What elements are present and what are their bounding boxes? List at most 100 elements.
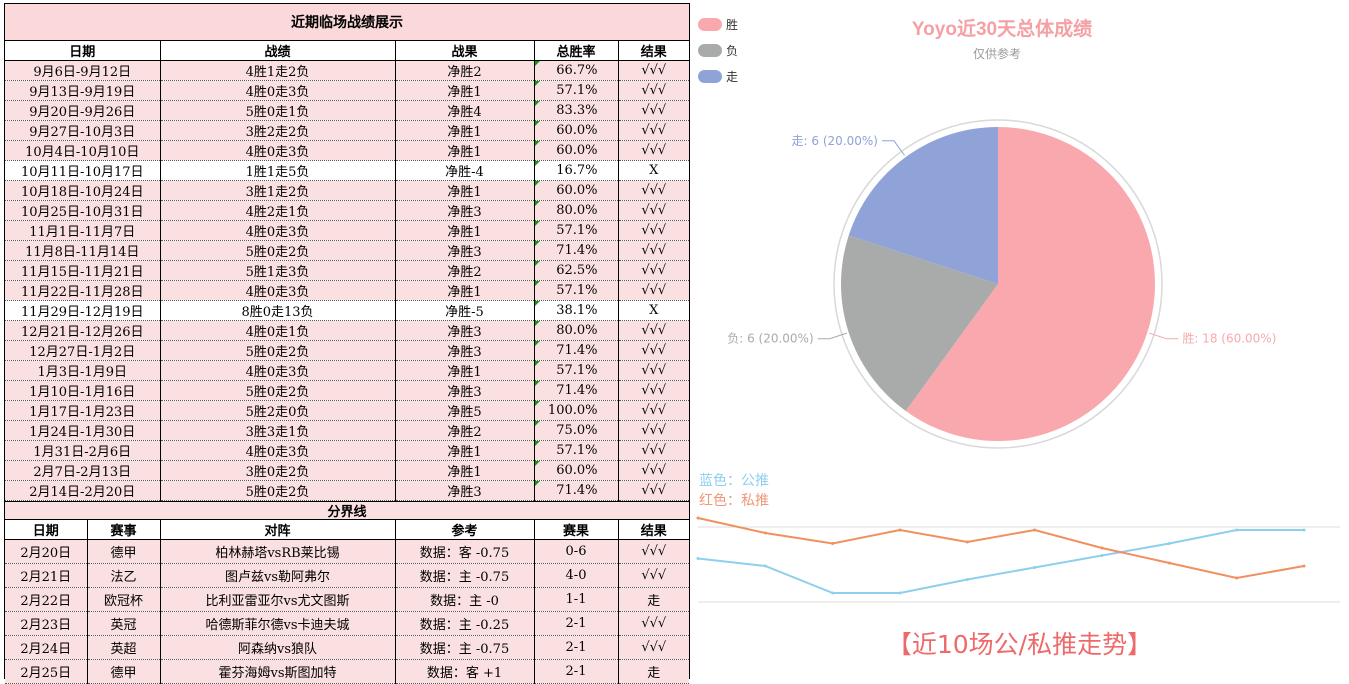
- history-row: 1月17日-1月23日 5胜2走0负 净胜5 100.0% √√√: [5, 400, 689, 421]
- header-date: 日期: [5, 41, 161, 61]
- pie-slice-2[interactable]: [841, 235, 998, 412]
- header-rate: 总胜率: [534, 41, 619, 61]
- history-row: 10月11日-10月17日 1胜1走5负 净胜-4 16.7% X: [5, 160, 689, 181]
- trend-point: [898, 591, 902, 595]
- match-cell-teams: 比利亚雷亚尔vs尤文图斯: [160, 587, 396, 612]
- history-cell-result: √√√: [618, 280, 689, 301]
- header-record: 战绩: [160, 41, 396, 61]
- pie-data-label: 胜: 18 (60.00%): [1182, 331, 1276, 346]
- match-row: 2月24日 英超 阿森纳vs狼队 数据：主 -0.75 2-1 √√√: [5, 635, 689, 660]
- history-cell-net: 净胜3: [395, 240, 535, 261]
- history-cell-date: 9月27日-10月3日: [5, 120, 161, 141]
- history-cell-rate: 75.0%: [534, 420, 619, 441]
- history-cell-result: √√√: [618, 100, 689, 121]
- rate-value: 80.0%: [556, 323, 598, 338]
- trend-point: [1033, 566, 1037, 569]
- rate-value: 62.5%: [556, 263, 598, 278]
- trend-point: [1167, 561, 1171, 565]
- legend-swatch[interactable]: [698, 44, 722, 57]
- pie-slice-1[interactable]: [905, 127, 1155, 442]
- pie-outer-ring: [833, 119, 1163, 449]
- match-cell-result: √√√: [618, 635, 689, 660]
- history-cell-record: 3胜3走1负: [160, 420, 396, 441]
- match-cell-teams: 哈德斯菲尔德vs卡迪夫城: [160, 611, 396, 636]
- history-cell-net: 净胜1: [395, 360, 535, 381]
- pie-leader-line: [1149, 332, 1179, 340]
- history-cell-date: 11月15日-11月21日: [5, 260, 161, 281]
- history-cell-date: 10月11日-10月17日: [5, 160, 161, 181]
- match-cell-league: 英冠: [87, 611, 161, 636]
- trend-point: [1302, 564, 1306, 568]
- cell-note-marker: [534, 461, 540, 466]
- history-cell-record: 4胜0走3负: [160, 220, 396, 241]
- history-cell-date: 12月27日-1月2日: [5, 340, 161, 361]
- trend-point: [1167, 542, 1171, 545]
- trend-point: [1100, 546, 1104, 550]
- history-cell-net: 净胜4: [395, 100, 535, 121]
- history-cell-rate: 60.0%: [534, 120, 619, 141]
- pie-slice-3[interactable]: [848, 127, 998, 284]
- trend-point: [696, 516, 700, 520]
- history-cell-record: 5胜2走0负: [160, 400, 396, 421]
- rate-value: 57.1%: [556, 363, 598, 378]
- rate-value: 57.1%: [556, 443, 598, 458]
- header-match-result: 结果: [618, 520, 689, 540]
- history-header-row: 日期 战绩 战果 总胜率 结果: [5, 41, 689, 61]
- match-cell-ref: 数据：主 -0.75: [395, 635, 535, 660]
- rate-value: 60.0%: [556, 123, 598, 138]
- history-cell-date: 10月4日-10月10日: [5, 140, 161, 161]
- history-cell-result: √√√: [618, 140, 689, 161]
- history-cell-date: 11月1日-11月7日: [5, 220, 161, 241]
- history-cell-rate: 57.1%: [534, 360, 619, 381]
- legend-swatch[interactable]: [698, 18, 722, 31]
- history-row: 10月25日-10月31日 4胜2走1负 净胜3 80.0% √√√: [5, 200, 689, 221]
- history-cell-record: 4胜0走3负: [160, 360, 396, 381]
- rate-value: 100.0%: [547, 403, 598, 418]
- history-cell-record: 3胜1走2负: [160, 180, 396, 201]
- history-cell-rate: 38.1%: [534, 300, 619, 321]
- cell-note-marker: [534, 401, 540, 406]
- history-cell-result: X: [618, 160, 689, 181]
- cell-note-marker: [534, 281, 540, 286]
- history-cell-result: √√√: [618, 360, 689, 381]
- legend-swatch[interactable]: [698, 70, 722, 83]
- history-cell-record: 4胜0走1负: [160, 320, 396, 341]
- history-row: 12月21日-12月26日 4胜0走1负 净胜3 80.0% √√√: [5, 320, 689, 341]
- history-cell-result: √√√: [618, 340, 689, 361]
- match-cell-date: 2月25日: [5, 659, 88, 684]
- history-cell-net: 净胜3: [395, 320, 535, 341]
- rate-value: 71.4%: [556, 243, 598, 258]
- history-cell-net: 净胜2: [395, 60, 535, 81]
- match-cell-ref: 数据：客 +1: [395, 659, 535, 684]
- cell-note-marker: [534, 181, 540, 186]
- history-cell-result: √√√: [618, 400, 689, 421]
- cell-note-marker: [534, 321, 540, 326]
- history-cell-result: √√√: [618, 200, 689, 221]
- match-cell-league: 英超: [87, 635, 161, 660]
- history-table: 日期 战绩 战果 总胜率 结果 9月6日-9月12日 4胜1走2负 净胜2 66.7%…: [5, 41, 689, 501]
- rate-value: 75.0%: [556, 423, 598, 438]
- history-row: 11月15日-11月21日 5胜1走3负 净胜2 62.5% √√√: [5, 260, 689, 281]
- history-cell-record: 4胜0走3负: [160, 140, 396, 161]
- pie-chart: Yoyo近30天总体成绩 仅供参考 胜负走 胜: 18 (60.00%) 负: 6…: [698, 17, 1276, 449]
- cell-note-marker: [534, 141, 540, 146]
- history-cell-net: 净胜2: [395, 420, 535, 441]
- trend-chart: [696, 516, 1340, 603]
- legend-label[interactable]: 走: [726, 70, 738, 84]
- match-cell-teams: 图卢兹vs勒阿弗尔: [160, 563, 396, 588]
- cell-note-marker: [534, 101, 540, 106]
- history-cell-date: 12月21日-12月26日: [5, 320, 161, 341]
- legend-label[interactable]: 负: [726, 44, 738, 58]
- match-cell-result: √√√: [618, 611, 689, 636]
- legend-label[interactable]: 胜: [726, 17, 738, 32]
- rate-value: 66.7%: [556, 63, 598, 78]
- history-cell-net: 净胜1: [395, 460, 535, 481]
- cell-note-marker: [534, 301, 540, 306]
- history-cell-record: 3胜2走2负: [160, 120, 396, 141]
- rate-value: 60.0%: [556, 183, 598, 198]
- match-table: 日期 赛事 对阵 参考 赛果 结果 2月20日 德甲 柏林赫塔vsRB莱比锡 数据：客…: [5, 520, 689, 684]
- history-row: 1月3日-1月9日 4胜0走3负 净胜1 57.1% √√√: [5, 360, 689, 381]
- cell-note-marker: [534, 81, 540, 86]
- history-cell-result: √√√: [618, 420, 689, 441]
- match-cell-teams: 霍芬海姆vs斯图加特: [160, 659, 396, 684]
